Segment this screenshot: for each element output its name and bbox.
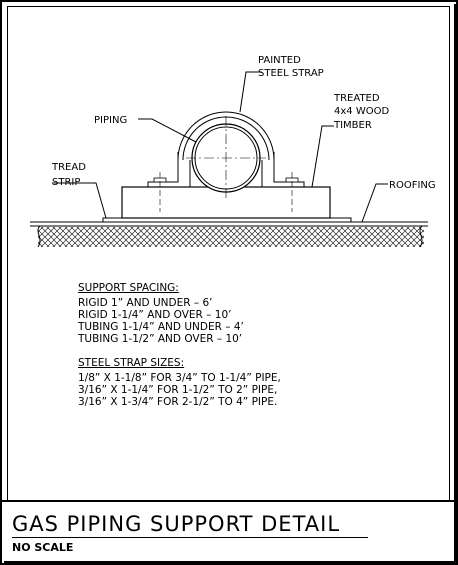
leader-roofing [361,183,388,223]
support-spacing-heading: SUPPORT SPACING: [78,282,179,294]
roof-deck-left-break [37,225,41,248]
label-painted: PAINTED [258,55,301,66]
label-tread: TREAD [51,162,86,173]
drawing-scale: NO SCALE [12,541,74,554]
title-block: GAS PIPING SUPPORT DETAIL NO SCALE [12,512,368,554]
label-treated: TREATED [333,93,380,104]
label-wood: 4x4 WOOD [334,106,389,117]
support-spacing-line: TUBING 1-1/2” AND OVER – 10’ [78,333,243,345]
label-strip: STRIP [52,177,80,188]
tread-strip [102,217,352,223]
strap-sizes-heading: STEEL STRAP SIZES: [78,357,185,369]
inner-border-top [7,6,450,7]
label-roofing: ROOFING [389,180,436,191]
bolt-left [153,172,167,212]
roof-deck-hatch [38,227,424,247]
leader-steel-strap [239,71,262,113]
leader-piping [138,118,197,143]
title-underline [12,537,368,538]
support-spacing-line: TUBING 1-1/4” AND UNDER – 4’ [78,321,244,333]
title-block-separator [0,500,456,502]
label-timber: TIMBER [333,120,372,131]
steel-strap-outer [177,111,275,161]
roof-deck-right-break [419,225,423,248]
strap-right-inner [261,160,304,188]
support-spacing-line: RIGID 1-1/4” AND OVER – 10’ [78,309,232,321]
inner-border-left [7,6,8,500]
label-steel-strap: STEEL STRAP [258,68,324,79]
strap-size-line: 1/8” X 1-1/8” FOR 3/4” TO 1-1/4” PIPE, [78,372,281,384]
support-detail-drawing: PAINTED STEEL STRAP TREATED 4x4 WOOD TIM… [30,55,436,248]
general-notes: SUPPORT SPACING: RIGID 1” AND UNDER – 6’… [78,282,281,408]
strap-left-inner [148,160,191,188]
label-piping: PIPING [94,115,127,126]
leader-tread-strip [52,182,107,219]
bolt-right [285,172,299,212]
inner-border-right [449,6,450,500]
border-shadow-right [454,4,458,565]
support-spacing-line: RIGID 1” AND UNDER – 6’ [78,297,213,309]
strap-size-line: 3/16” X 1-3/4” FOR 2-1/2” TO 4” PIPE. [78,396,278,408]
leader-timber [311,125,334,188]
strap-size-line: 3/16” X 1-1/4” FOR 1-1/2” TO 2” PIPE, [78,384,278,396]
border-shadow-bottom [4,561,458,565]
drawing-title: GAS PIPING SUPPORT DETAIL [12,512,341,536]
